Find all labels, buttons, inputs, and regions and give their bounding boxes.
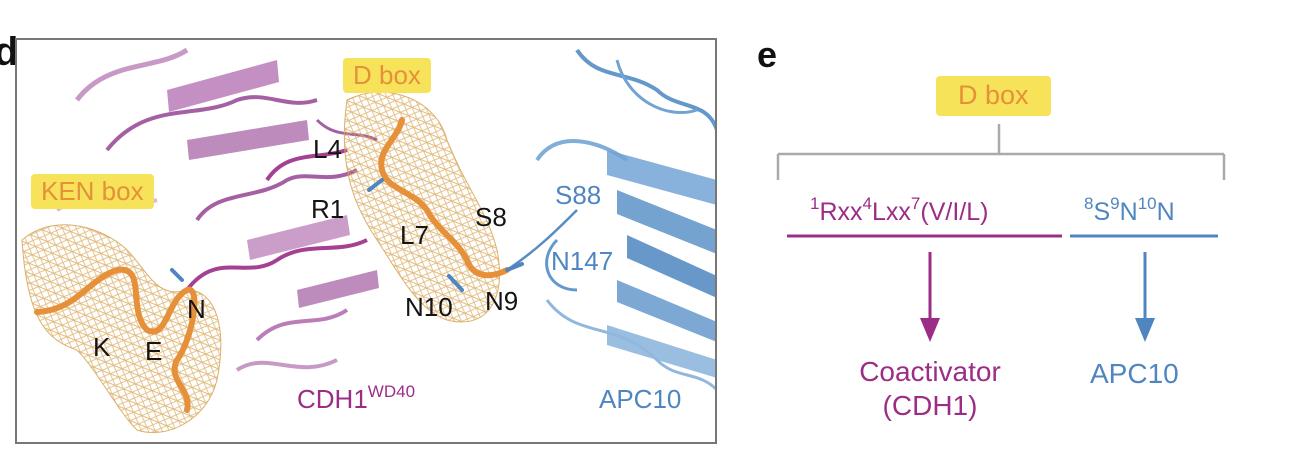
dbox-motif-coactivator: 1Rxx4Lxx7(V/I/L) [810,195,989,226]
panel-letter-d: d [0,30,19,74]
bracket [776,124,1226,180]
structure-illustration [21,47,715,434]
apc10-structure [506,48,715,391]
motif-position-9: 9 [1110,194,1120,213]
residue-r1: R1 [311,194,345,224]
residue-l4: L4 [313,134,342,164]
residue-l7: L7 [400,220,429,250]
residue-e: E [145,336,163,366]
schema-lines [776,124,1226,342]
motif-segment-rxx: Rxx [819,198,863,226]
residue-n147: N147 [551,246,614,276]
target-coactivator: Coactivator (CDH1) [844,358,1016,420]
ken-box-tag: KEN box [31,174,154,209]
dbox-tag-e: D box [936,76,1051,116]
motif-residue-s: S [1093,198,1111,226]
cdh1-label: CDH1WD40 [297,383,415,414]
motif-position-8: 8 [1084,194,1094,213]
motif-segment-lxx: Lxx [872,198,911,226]
peptide-backbone [34,117,524,413]
apc10-label: APC10 [599,384,682,414]
target-coactivator-line2: (CDH1) [882,390,978,421]
dbox-motif-apc10: 8S9N10N [1084,195,1175,226]
motif-position-10: 10 [1137,194,1157,213]
residue-k: K [93,332,111,362]
motif-position-4: 4 [862,194,872,213]
residue-n10: N10 [405,292,453,322]
motif-position-7: 7 [910,194,921,213]
structure-panel: D box KEN box L4 R1 L7 S8 N10 N9 K E N S… [15,38,717,444]
dbox-schema: D box 1Rxx4Lxx7(V/I/L) 8S9N10N Coactivat… [760,60,1280,460]
cdh1-label-main: CDH1 [297,384,368,414]
arrow-to-apc10 [1135,252,1155,342]
target-apc10: APC10 [1090,358,1179,389]
panel-letter-e: e [757,34,778,75]
target-coactivator-line1: Coactivator [859,356,1001,387]
dbox-tag: D box [343,58,431,93]
cdh1-label-superscript: WD40 [367,382,416,401]
motif-segment-vil: (V/I/L) [920,198,989,226]
motif-residue-n10: N [1156,198,1175,226]
residue-s88: S88 [555,180,602,210]
motif-position-1: 1 [810,194,820,213]
residue-n: N [187,294,206,324]
arrow-to-coactivator [920,252,940,342]
residue-n9: N9 [485,286,519,316]
motif-residue-n9: N [1119,198,1138,226]
residue-s8: S8 [475,202,507,232]
